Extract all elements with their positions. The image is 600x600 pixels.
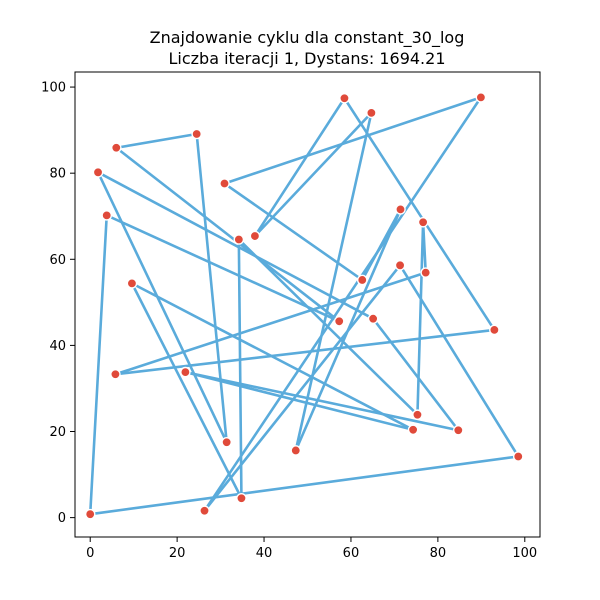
route-segment [195,132,228,444]
route-segment [203,264,402,513]
city-point [412,409,423,421]
route-segment [130,282,243,500]
y-axis: 0 20 40 60 80 100 [41,81,75,526]
route-segment [114,328,496,376]
city-point [420,267,432,278]
city-point [126,278,138,289]
y-tick-label: 100 [41,81,66,96]
city-point [101,210,113,221]
x-tick-label: 40 [256,546,273,561]
route-segment [223,182,364,282]
chart-title: Znajdowanie cyklu dla constant_30_log [150,28,465,48]
city-point [110,142,122,154]
route-segment [96,171,228,444]
city-point [417,216,429,228]
city-point [475,92,487,103]
city-point [110,368,121,380]
city-point [512,451,524,462]
y-tick-label: 60 [49,253,66,268]
y-tick-label: 0 [58,511,66,526]
x-tick-label: 80 [430,546,447,561]
route-segment [294,111,373,452]
route-segment [421,220,428,274]
city-point [452,424,464,436]
route-segment [114,271,428,376]
city-point [92,167,104,178]
x-tick-label: 100 [512,546,537,561]
route-segment [203,96,483,513]
x-tick-label: 0 [86,546,94,561]
city-point [395,204,406,215]
route-segment [184,370,415,432]
route-segment [253,111,373,238]
city-point [367,313,379,325]
city-point [394,260,406,271]
route-segment [105,214,341,323]
route-segment [416,220,425,417]
city-point [356,274,368,286]
y-tick-label: 80 [49,167,66,182]
route-segment [223,96,483,185]
city-point [339,92,350,104]
x-tick-label: 60 [343,546,360,561]
city-point [236,492,247,504]
city-point [180,366,191,378]
route-segment [88,214,109,516]
y-tick-label: 40 [49,339,66,354]
city-point [219,178,230,189]
route-segment [253,96,346,238]
route-segment [114,132,198,150]
city-point [407,424,419,436]
chart-subtitle: Liczba iteracji 1, Dystans: 1694.21 [169,49,446,68]
route-segment [88,455,520,516]
city-point [199,505,210,517]
city-point [221,436,232,448]
city-point [290,445,302,456]
route-segment [371,317,460,432]
city-point [489,324,500,336]
route-layer [88,96,520,516]
city-point [84,508,96,520]
route-segment [114,146,341,323]
point-layer [84,92,524,520]
city-point [249,230,261,242]
route-segment [184,370,460,432]
x-tick-label: 20 [169,546,186,561]
city-point [366,107,377,119]
route-segment [96,171,375,321]
axes-frame [74,71,541,538]
city-point [191,128,202,140]
x-axis: 0 20 40 60 80 100 [86,537,537,561]
y-tick-label: 20 [49,425,66,440]
city-point [233,234,245,245]
route-segment [398,264,520,458]
city-point [333,315,345,327]
route-segment [343,96,496,332]
